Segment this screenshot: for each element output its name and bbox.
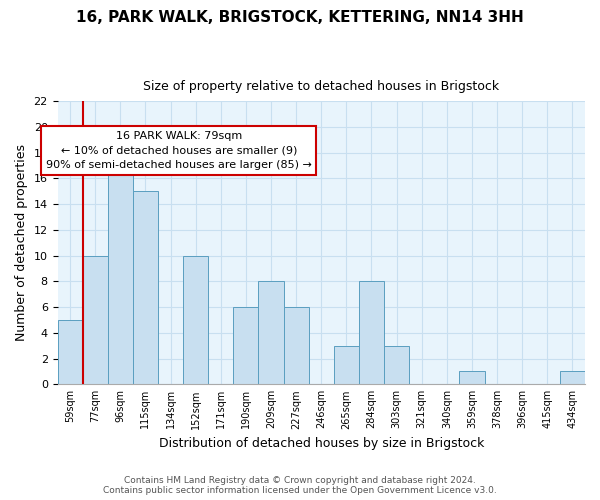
Text: 16 PARK WALK: 79sqm
← 10% of detached houses are smaller (9)
90% of semi-detache: 16 PARK WALK: 79sqm ← 10% of detached ho… xyxy=(46,131,312,170)
Bar xyxy=(259,282,284,385)
Text: Contains HM Land Registry data © Crown copyright and database right 2024.
Contai: Contains HM Land Registry data © Crown c… xyxy=(103,476,497,495)
Bar xyxy=(359,282,384,385)
Text: 16, PARK WALK, BRIGSTOCK, KETTERING, NN14 3HH: 16, PARK WALK, BRIGSTOCK, KETTERING, NN1… xyxy=(76,10,524,25)
Bar xyxy=(233,307,259,384)
Bar xyxy=(284,307,309,384)
Bar xyxy=(83,256,108,384)
Bar xyxy=(58,320,83,384)
Bar xyxy=(560,372,585,384)
Bar xyxy=(460,372,485,384)
Bar xyxy=(384,346,409,385)
Bar xyxy=(183,256,208,384)
Y-axis label: Number of detached properties: Number of detached properties xyxy=(15,144,28,341)
Bar xyxy=(133,191,158,384)
Title: Size of property relative to detached houses in Brigstock: Size of property relative to detached ho… xyxy=(143,80,499,93)
Bar xyxy=(334,346,359,385)
Bar xyxy=(108,152,133,384)
X-axis label: Distribution of detached houses by size in Brigstock: Distribution of detached houses by size … xyxy=(158,437,484,450)
